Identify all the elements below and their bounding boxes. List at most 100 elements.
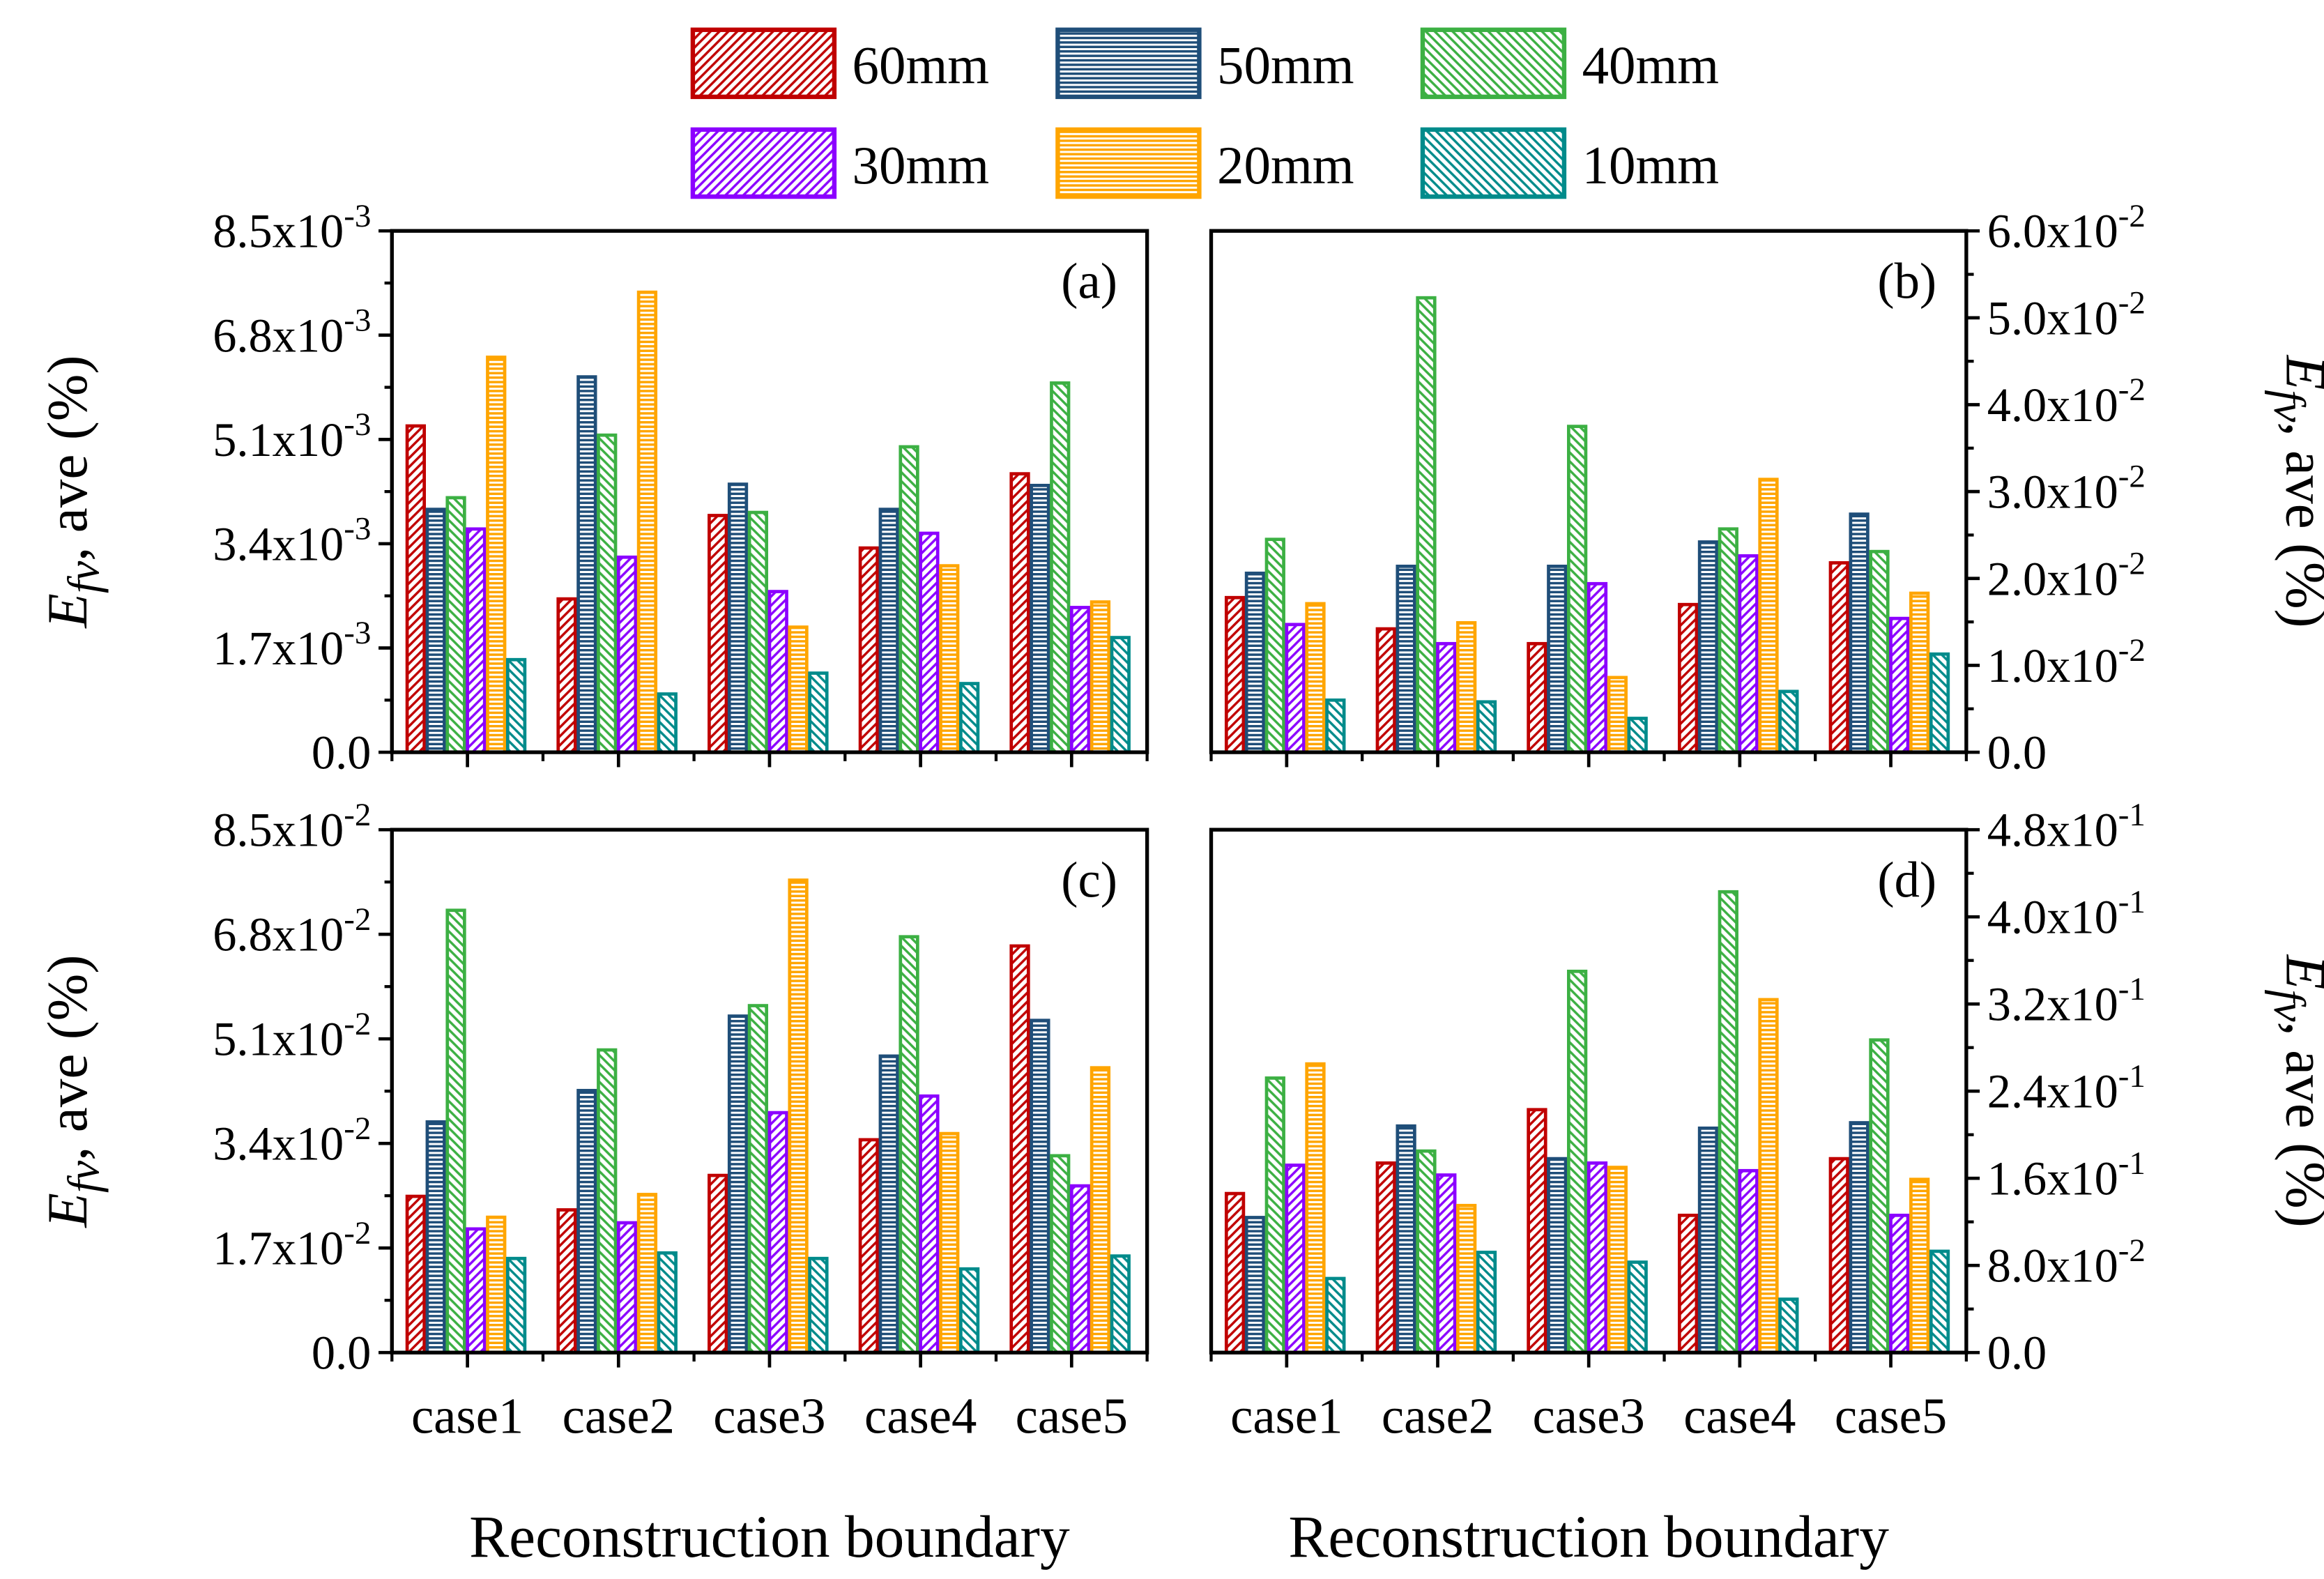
bar-60mm-case5 [1828, 1157, 1849, 1355]
bar-10mm-case2 [657, 1251, 678, 1355]
y-tick-label: 5.1x10-2 [213, 1006, 371, 1066]
legend-item-50mm: 50mm [1055, 27, 1354, 100]
bar-20mm-case1 [1305, 602, 1326, 754]
bar-30mm-case4 [1738, 1168, 1759, 1355]
bar-50mm-case4 [1697, 540, 1719, 754]
bar-20mm-case4 [1758, 478, 1779, 754]
bar-50mm-case1 [1244, 571, 1266, 754]
bar-30mm-case1 [466, 1227, 487, 1355]
bar-60mm-case1 [405, 424, 426, 754]
y-tick-label: 1.7x10-3 [213, 615, 371, 675]
x-tick-label: case3 [1533, 1388, 1645, 1444]
bar-30mm-case1 [1285, 1164, 1306, 1355]
bar-30mm-case1 [466, 527, 487, 754]
bar-10mm-case1 [505, 657, 527, 754]
bar-50mm-case5 [1849, 512, 1870, 754]
y-tick-label: 8.5x10-2 [213, 797, 371, 857]
y-tick-label: 6.8x10-3 [213, 302, 371, 362]
legend-swatch [1055, 27, 1202, 100]
x-axis-label: Reconstruction boundary [1288, 1504, 1889, 1570]
bar-40mm-case2 [597, 433, 618, 754]
bar-20mm-case3 [1607, 1166, 1628, 1355]
bar-20mm-case5 [1909, 591, 1930, 754]
bar-10mm-case4 [1778, 689, 1799, 754]
x-axis-label: Reconstruction boundary [469, 1504, 1070, 1570]
bar-40mm-case3 [1566, 425, 1588, 754]
legend-label: 50mm [1217, 36, 1354, 96]
bar-30mm-case5 [1889, 1213, 1910, 1355]
bar-50mm-case5 [1030, 1019, 1050, 1355]
y-tick-label: 8.5x10-3 [213, 198, 371, 258]
bar-50mm-case3 [727, 1014, 749, 1355]
bar-50mm-case1 [425, 508, 446, 754]
bar-20mm-case3 [788, 878, 809, 1355]
legend-item-20mm: 20mm [1055, 127, 1354, 199]
bar-40mm-case1 [1264, 537, 1285, 754]
y-tick-label: 0.0 [1987, 1327, 2047, 1380]
bar-50mm-case5 [1849, 1121, 1870, 1355]
bar-10mm-case3 [1627, 717, 1648, 754]
y-axis-label: Efv, ave (%) [36, 955, 108, 1228]
y-tick-label: 3.4x10-2 [213, 1111, 371, 1170]
bar-40mm-case4 [899, 445, 919, 754]
bar-60mm-case2 [1375, 627, 1396, 754]
y-tick-label: 1.7x10-2 [213, 1215, 371, 1275]
y-tick-label: 5.0x10-2 [1987, 284, 2146, 344]
bar-40mm-case1 [445, 908, 466, 1355]
bar-20mm-case2 [1456, 1203, 1477, 1355]
bar-50mm-case4 [1697, 1126, 1719, 1355]
bar-60mm-case1 [1224, 1191, 1246, 1355]
legend-swatch [1420, 27, 1567, 100]
bar-40mm-case4 [1718, 890, 1738, 1355]
y-tick-label: 4.0x10-2 [1987, 372, 2146, 432]
bar-30mm-case3 [1587, 1161, 1608, 1355]
bar-30mm-case3 [1587, 581, 1608, 754]
bar-40mm-case4 [1718, 527, 1738, 754]
bar-20mm-case3 [788, 625, 809, 754]
bar-40mm-case3 [1566, 969, 1588, 1355]
bar-60mm-case2 [1375, 1161, 1396, 1355]
bar-10mm-case5 [1929, 652, 1950, 754]
bar-40mm-case5 [1869, 1038, 1890, 1355]
y-tick-label: 0.0 [312, 1327, 371, 1380]
bar-60mm-case1 [405, 1194, 426, 1355]
bar-20mm-case1 [486, 1215, 507, 1355]
bar-50mm-case4 [878, 1054, 899, 1355]
y-tick-label: 5.1x10-3 [213, 406, 371, 466]
bar-50mm-case1 [425, 1120, 446, 1355]
bar-30mm-case3 [767, 590, 788, 754]
bar-30mm-case4 [1738, 554, 1759, 754]
bar-40mm-case5 [1050, 1154, 1071, 1355]
legend-label: 20mm [1217, 135, 1354, 195]
bar-40mm-case3 [747, 510, 769, 754]
bar-10mm-case5 [1929, 1249, 1950, 1355]
panel-b: 0.0 1.0x10-2 2.0x10-2 3.0x10-2 4.0x10-2 5.0x1… [1209, 198, 2324, 779]
x-tick-label: case1 [411, 1388, 523, 1444]
bar-40mm-case1 [445, 496, 466, 754]
x-tick-label: case2 [563, 1388, 675, 1444]
bar-30mm-case2 [1436, 641, 1457, 754]
legend-item-40mm: 40mm [1420, 27, 1719, 100]
legend-swatch [690, 127, 837, 199]
bar-20mm-case2 [636, 1193, 658, 1355]
x-tick-label: case1 [1230, 1388, 1343, 1444]
bar-30mm-case3 [767, 1111, 788, 1355]
bar-30mm-case5 [1069, 1184, 1091, 1355]
bar-10mm-case2 [657, 692, 678, 754]
panel-label: (d) [1877, 851, 1936, 908]
y-tick-label: 4.0x10-1 [1987, 884, 2146, 944]
bar-30mm-case2 [616, 555, 638, 754]
bar-20mm-case5 [1090, 1066, 1111, 1355]
panel-d: 0.0 8.0x10-2 1.6x10-1 2.4x10-1 3.2x10-1 4.0x1… [1209, 797, 2324, 1570]
bar-60mm-case4 [858, 1138, 880, 1355]
y-tick-label: 6.8x10-2 [213, 901, 371, 961]
bar-10mm-case2 [1476, 700, 1497, 754]
y-tick-label: 1.0x10-2 [1987, 632, 2146, 692]
legend-swatch [690, 27, 837, 100]
bar-40mm-case4 [899, 935, 919, 1355]
legend-label: 30mm [853, 135, 990, 195]
bar-60mm-case3 [708, 514, 728, 754]
bar-30mm-case2 [616, 1221, 638, 1355]
bar-50mm-case2 [576, 375, 597, 754]
